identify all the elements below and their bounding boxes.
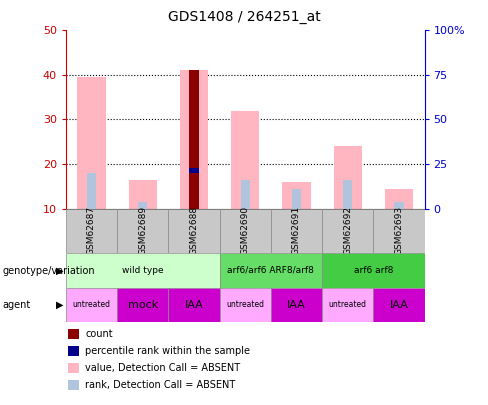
Text: arf6/arf6 ARF8/arf8: arf6/arf6 ARF8/arf8 [227, 266, 314, 275]
Bar [220, 288, 271, 322]
Bar [189, 70, 199, 209]
Bar [66, 209, 117, 253]
Bar [322, 209, 373, 253]
Text: GSM62692: GSM62692 [343, 207, 352, 255]
Bar [271, 209, 322, 253]
Bar [220, 253, 322, 288]
Text: ▶: ▶ [56, 300, 63, 310]
Bar [231, 111, 259, 209]
Bar [78, 77, 105, 209]
Text: GSM62687: GSM62687 [87, 206, 96, 256]
Text: wild type: wild type [122, 266, 163, 275]
Bar [385, 189, 413, 209]
Bar [373, 209, 425, 253]
Bar [138, 202, 147, 209]
Text: agent: agent [2, 300, 31, 310]
Bar [322, 253, 425, 288]
Bar [117, 209, 168, 253]
Text: GSM62688: GSM62688 [189, 206, 199, 256]
Bar [220, 209, 271, 253]
Bar [117, 288, 168, 322]
Text: genotype/variation: genotype/variation [2, 266, 95, 275]
Text: untreated: untreated [329, 300, 366, 309]
Text: rank, Detection Call = ABSENT: rank, Detection Call = ABSENT [85, 380, 236, 390]
Bar [334, 146, 362, 209]
Bar [271, 288, 322, 322]
Bar [189, 168, 199, 173]
Bar [66, 288, 117, 322]
Text: count: count [85, 329, 113, 339]
Text: IAA: IAA [287, 300, 306, 310]
Bar [373, 288, 425, 322]
Bar [168, 288, 220, 322]
Bar [241, 180, 250, 209]
Bar [129, 180, 157, 209]
Text: percentile rank within the sample: percentile rank within the sample [85, 346, 250, 356]
Text: GSM62689: GSM62689 [138, 206, 147, 256]
Text: IAA: IAA [184, 300, 203, 310]
Text: untreated: untreated [73, 300, 110, 309]
Bar [283, 182, 310, 209]
Bar [322, 288, 373, 322]
Bar [292, 189, 301, 209]
Text: GSM62690: GSM62690 [241, 206, 250, 256]
Bar [180, 70, 208, 209]
Text: GSM62693: GSM62693 [394, 206, 404, 256]
Text: GSM62691: GSM62691 [292, 206, 301, 256]
Text: arf6 arf8: arf6 arf8 [354, 266, 393, 275]
Text: ▶: ▶ [56, 266, 63, 275]
Text: GDS1408 / 264251_at: GDS1408 / 264251_at [167, 10, 321, 24]
Bar [87, 173, 96, 209]
Text: untreated: untreated [226, 300, 264, 309]
Bar [394, 202, 404, 209]
Bar [343, 180, 352, 209]
Text: mock: mock [128, 300, 158, 310]
Bar [168, 209, 220, 253]
Text: IAA: IAA [389, 300, 408, 310]
Text: value, Detection Call = ABSENT: value, Detection Call = ABSENT [85, 363, 241, 373]
Bar [66, 253, 220, 288]
Bar [189, 171, 199, 209]
